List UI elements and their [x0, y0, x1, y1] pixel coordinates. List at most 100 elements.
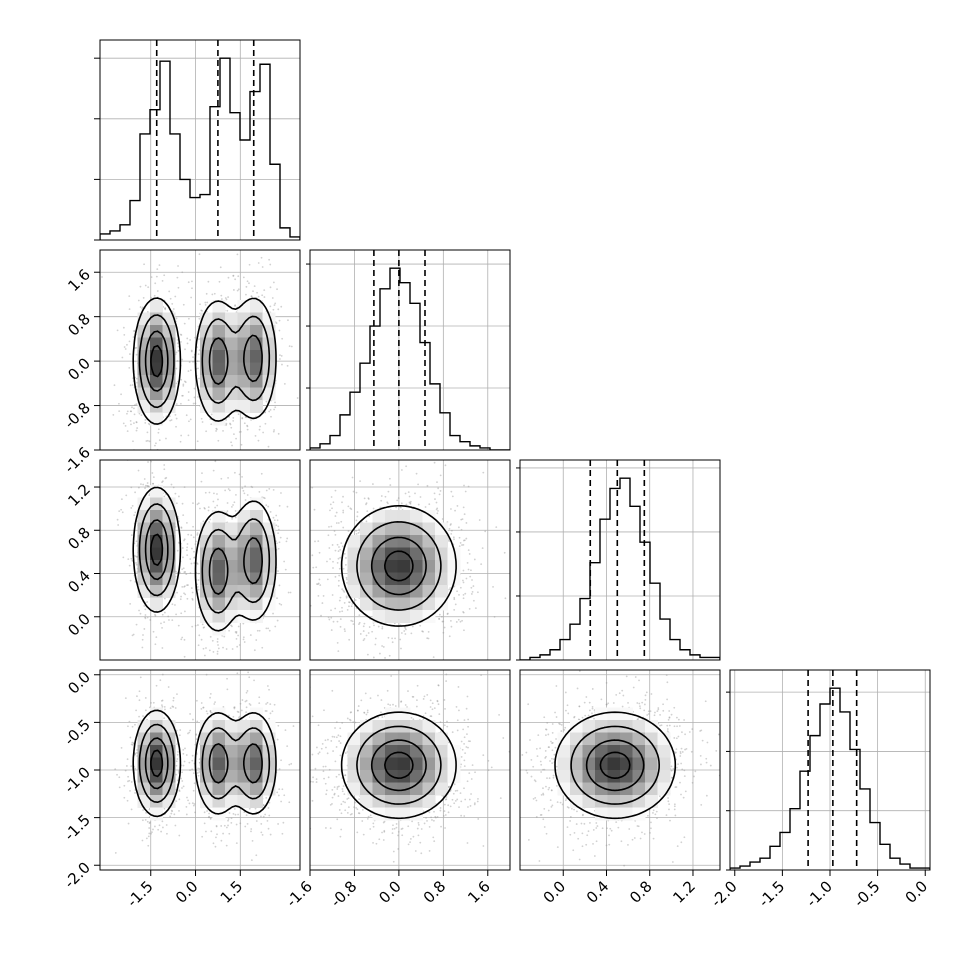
- scatter-point: [144, 421, 147, 424]
- scatter-point: [244, 416, 247, 418]
- scatter-point: [391, 662, 393, 664]
- scatter-point: [430, 697, 432, 699]
- density-cell: [150, 375, 163, 388]
- scatter-point: [234, 305, 236, 307]
- scatter-point: [472, 585, 475, 587]
- scatter-point: [146, 820, 149, 823]
- density-cell: [237, 400, 251, 413]
- scatter-point: [442, 631, 445, 634]
- scatter-point: [241, 487, 244, 490]
- scatter-point: [186, 342, 189, 345]
- scatter-point: [163, 468, 166, 471]
- scatter-point: [218, 462, 220, 464]
- scatter-point: [122, 556, 125, 559]
- scatter-point: [143, 478, 146, 480]
- scatter-point: [227, 714, 230, 717]
- scatter-point: [230, 426, 233, 429]
- scatter-point: [441, 518, 444, 520]
- scatter-point: [282, 821, 285, 824]
- scatter-point: [276, 288, 278, 291]
- scatter-point: [141, 306, 144, 309]
- scatter-point: [171, 619, 174, 622]
- scatter-point: [225, 424, 228, 426]
- scatter-point: [179, 402, 182, 405]
- scatter-point: [216, 504, 219, 507]
- scatter-point: [449, 587, 452, 589]
- scatter-point: [337, 650, 340, 653]
- scatter-point: [343, 602, 346, 604]
- scatter-point: [205, 430, 208, 433]
- scatter-point: [152, 482, 154, 485]
- scatter-point: [208, 649, 211, 652]
- scatter-point: [349, 666, 351, 668]
- scatter-point: [216, 428, 218, 431]
- density-cell: [347, 585, 361, 598]
- scatter-point: [270, 415, 272, 418]
- scatter-point: [340, 542, 343, 544]
- scatter-point: [404, 492, 407, 495]
- scatter-point: [332, 560, 334, 563]
- scatter-point: [334, 575, 337, 578]
- scatter-point: [432, 656, 435, 659]
- scatter-point: [142, 483, 145, 486]
- scatter-point: [209, 710, 212, 712]
- scatter-point: [480, 563, 483, 566]
- density-cell: [225, 387, 238, 401]
- scatter-point: [280, 603, 283, 606]
- scatter-point: [197, 395, 199, 398]
- scatter-point: [339, 556, 342, 559]
- scatter-point: [208, 521, 210, 523]
- scatter-point: [419, 667, 421, 669]
- scatter-point: [229, 423, 232, 426]
- scatter-point: [409, 502, 412, 505]
- scatter-point: [463, 484, 465, 487]
- scatter-point: [185, 521, 188, 524]
- scatter-point: [232, 275, 235, 277]
- scatter-point: [208, 491, 211, 494]
- scatter-point: [187, 391, 190, 393]
- scatter-point: [235, 842, 238, 845]
- scatter-point: [189, 558, 192, 560]
- scatter-point: [448, 635, 451, 638]
- density-cell: [212, 572, 226, 586]
- scatter-point: [466, 561, 469, 564]
- scatter-point: [183, 538, 186, 541]
- density-cell: [385, 510, 398, 523]
- scatter-point: [329, 503, 332, 506]
- scatter-point: [189, 418, 192, 421]
- scatter-point: [193, 396, 196, 399]
- scatter-point: [178, 541, 180, 544]
- density-cell: [250, 510, 263, 523]
- scatter-point: [348, 638, 351, 641]
- scatter-point: [231, 444, 233, 447]
- density-cell: [422, 560, 436, 573]
- scatter-point: [465, 537, 468, 540]
- scatter-point: [230, 624, 232, 627]
- scatter-point: [144, 284, 147, 287]
- scatter-point: [187, 584, 189, 586]
- scatter-point: [193, 387, 196, 390]
- scatter-point: [133, 329, 136, 332]
- scatter-point: [192, 360, 194, 363]
- scatter-point: [161, 481, 163, 484]
- scatter-point: [175, 425, 177, 428]
- scatter-point: [192, 525, 194, 528]
- scatter-point: [148, 440, 151, 443]
- scatter-point: [262, 815, 265, 818]
- scatter-point: [341, 501, 343, 504]
- scatter-point: [358, 528, 360, 531]
- scatter-point: [139, 306, 142, 308]
- scatter-point: [338, 567, 341, 570]
- scatter-point: [216, 650, 219, 653]
- scatter-point: [446, 613, 449, 615]
- histogram-0: [100, 57, 300, 240]
- scatter-point: [211, 293, 214, 296]
- scatter-point: [135, 623, 138, 626]
- scatter-point: [359, 633, 362, 635]
- scatter-point: [326, 560, 328, 563]
- scatter-point: [135, 562, 137, 564]
- scatter-point: [303, 571, 305, 573]
- scatter-point: [120, 508, 123, 511]
- scatter-point: [242, 489, 245, 492]
- scatter-point: [147, 844, 150, 847]
